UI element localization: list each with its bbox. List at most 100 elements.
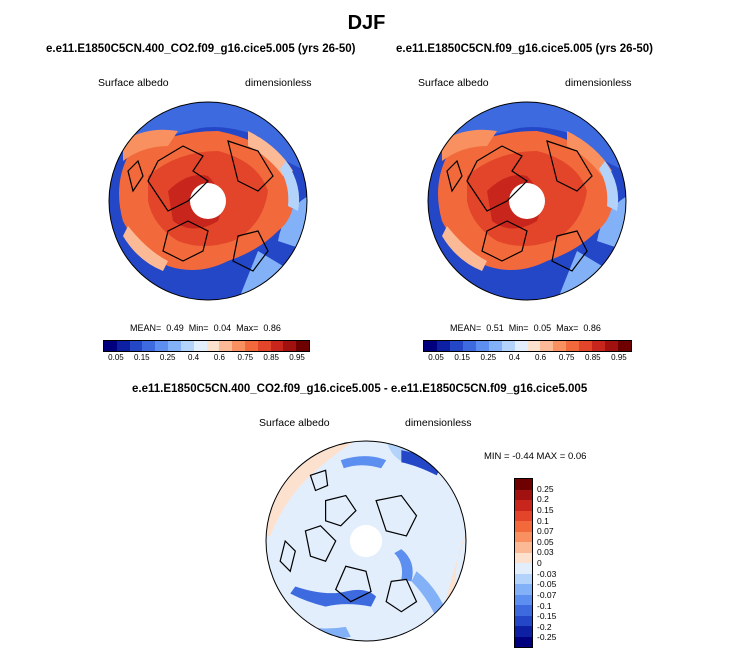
panel-1-colorbar-swatch xyxy=(219,341,233,351)
diff-panel-units-label: dimensionless xyxy=(405,417,472,429)
panel-2-colorbar-swatch xyxy=(449,341,463,351)
panel-1-colorbar-tick-label: 0.75 xyxy=(237,353,254,362)
diff-colorbar-swatch xyxy=(515,626,532,637)
diff-panel-colorbar-ticks: 0.25 0.2 0.15 0.1 0.07 0.05 0.03 0 -0.03 -0.05 -0.… xyxy=(537,478,577,648)
panel-2-polar-map xyxy=(427,101,627,301)
panel-1-colorbar-swatch xyxy=(168,341,181,351)
diff-colorbar-tick-label: 0.07 xyxy=(537,526,554,537)
diff-colorbar-swatch xyxy=(515,489,532,500)
panel-2-colorbar xyxy=(423,340,632,352)
diff-colorbar-swatch xyxy=(515,636,532,647)
diff-colorbar-swatch xyxy=(515,510,532,521)
panel-2-colorbar-swatch xyxy=(514,341,528,351)
panel-1-colorbar-swatch xyxy=(232,341,245,351)
panel-1-colorbar-swatch xyxy=(270,341,284,351)
diff-colorbar-swatch xyxy=(515,521,532,532)
panel-1-units-label: dimensionless xyxy=(245,77,312,89)
panel-1-colorbar-ticks: 0.05 0.15 0.25 0.4 0.6 0.75 0.85 0.95 xyxy=(103,353,310,363)
panel-2-units-label: dimensionless xyxy=(565,77,632,89)
panel-1-polar-map xyxy=(108,101,308,301)
diff-panel-polar-map xyxy=(265,440,467,642)
panel-1-colorbar-swatch xyxy=(257,341,271,351)
panel-2-colorbar-swatch xyxy=(579,341,593,351)
panel-2-colorbar-swatch xyxy=(488,341,502,351)
panel-1-colorbar-swatch xyxy=(180,341,194,351)
panel-1-colorbar-swatch xyxy=(142,341,156,351)
diff-colorbar-tick-label: -0.1 xyxy=(537,600,552,611)
panel-2-colorbar-tick-label: 0.75 xyxy=(558,353,575,362)
panel-1-colorbar-swatch xyxy=(193,341,207,351)
panel-1-colorbar-tick-label: 0.15 xyxy=(134,353,150,362)
diff-colorbar-tick-label: 0.1 xyxy=(537,515,549,526)
panel-2-colorbar-tick-label: 0.95 xyxy=(611,353,627,362)
panel-1-colorbar-swatch xyxy=(129,341,143,351)
panel-2-colorbar-tick-label: 0.05 xyxy=(428,353,444,362)
diff-colorbar-tick-label: 0.15 xyxy=(537,504,554,515)
diff-colorbar-swatch xyxy=(515,563,532,574)
panel-1-colorbar-tick-label: 0.25 xyxy=(159,353,176,362)
diff-colorbar-swatch xyxy=(515,615,532,626)
diff-colorbar-swatch xyxy=(515,552,532,563)
panel-1-colorbar-swatch xyxy=(296,341,309,351)
panel-2-colorbar-tick-label: 0.15 xyxy=(454,353,470,362)
panel-2-colorbar-swatch xyxy=(527,341,541,351)
panel-2-colorbar-swatch xyxy=(553,341,567,351)
diff-colorbar-tick-label: -0.05 xyxy=(537,579,557,590)
diff-colorbar-swatch xyxy=(515,542,532,553)
panel-2-colorbar-swatch xyxy=(566,341,580,351)
panel-2-colorbar-swatch xyxy=(605,341,619,351)
panel-2-colorbar-tick-label: 0.25 xyxy=(480,353,497,362)
panel-2-colorbar-swatch xyxy=(618,341,631,351)
diff-panel-minmax: MIN = -0.44 MAX = 0.06 xyxy=(484,451,587,462)
diff-colorbar-swatch xyxy=(515,594,532,605)
diff-colorbar-tick-label: 0 xyxy=(537,558,542,568)
diff-colorbar-tick-label: -0.25 xyxy=(537,632,557,643)
panel-2-colorbar-tick-label: 0.4 xyxy=(508,353,520,362)
figure-title: DJF xyxy=(347,12,386,34)
panel-2-colorbar-swatch xyxy=(424,341,437,351)
panel-1-colorbar-tick-label: 0.4 xyxy=(188,353,200,362)
panel-1-colorbar-tick-label: 0.6 xyxy=(213,353,225,362)
panel-1-colorbar-swatch xyxy=(283,341,297,351)
panel-1-colorbar-swatch xyxy=(155,341,169,351)
diff-colorbar-swatch xyxy=(515,500,532,511)
diff-colorbar-tick-label: 0.03 xyxy=(537,547,554,558)
diff-panel-title: e.e11.E1850C5CN.400_CO2.f09_g16.cice5.00… xyxy=(132,383,588,395)
diff-colorbar-tick-label: -0.07 xyxy=(537,589,557,600)
diff-colorbar-swatch xyxy=(515,605,532,616)
panel-2-variable-label: Surface albedo xyxy=(418,77,489,89)
panel-1-colorbar-tick-label: 0.85 xyxy=(263,353,279,362)
panel-1-colorbar-swatch xyxy=(206,341,220,351)
diff-colorbar-tick-label: -0.03 xyxy=(537,568,557,579)
panel-1-colorbar-swatch xyxy=(244,341,258,351)
panel-2-colorbar-swatch xyxy=(462,341,476,351)
panel-2-colorbar-tick-label: 0.85 xyxy=(585,353,601,362)
panel-2-colorbar-tick-label: 0.6 xyxy=(535,353,547,362)
diff-colorbar-swatch xyxy=(515,584,532,595)
panel-1-colorbar-tick-label: 0.95 xyxy=(289,353,305,362)
panel-1-variable-label: Surface albedo xyxy=(98,77,169,89)
diff-colorbar-swatch xyxy=(515,479,532,490)
diff-colorbar-tick-label: 0.05 xyxy=(537,536,554,547)
diff-colorbar-swatch xyxy=(515,573,532,584)
panel-2-colorbar-swatch xyxy=(540,341,554,351)
panel-1-colorbar-swatch xyxy=(104,341,117,351)
panel-1-title: e.e11.E1850C5CN.400_CO2.f09_g16.cice5.00… xyxy=(46,43,356,55)
panel-2-colorbar-swatch xyxy=(475,341,489,351)
panel-2-colorbar-ticks: 0.05 0.15 0.25 0.4 0.6 0.75 0.85 0.95 xyxy=(423,353,632,363)
diff-colorbar-swatch xyxy=(515,531,532,542)
panel-1-colorbar-swatch xyxy=(116,341,130,351)
panel-1-stats: MEAN= 0.49 Min= 0.04 Max= 0.86 xyxy=(130,323,281,333)
panel-2-colorbar-swatch xyxy=(501,341,515,351)
diff-colorbar-tick-label: -0.15 xyxy=(537,611,557,622)
panel-2-stats: MEAN= 0.51 Min= 0.05 Max= 0.86 xyxy=(450,323,601,333)
panel-1-colorbar xyxy=(103,340,310,352)
diff-panel-colorbar xyxy=(514,478,533,648)
panel-2-colorbar-swatch xyxy=(436,341,450,351)
diff-colorbar-tick-label: 0.2 xyxy=(537,494,549,505)
diff-colorbar-tick-label: 0.25 xyxy=(537,483,554,494)
diff-colorbar-tick-label: -0.2 xyxy=(537,621,552,632)
diff-panel-variable-label: Surface albedo xyxy=(259,417,330,429)
panel-1-colorbar-tick-label: 0.05 xyxy=(108,353,124,362)
panel-2-colorbar-swatch xyxy=(592,341,606,351)
